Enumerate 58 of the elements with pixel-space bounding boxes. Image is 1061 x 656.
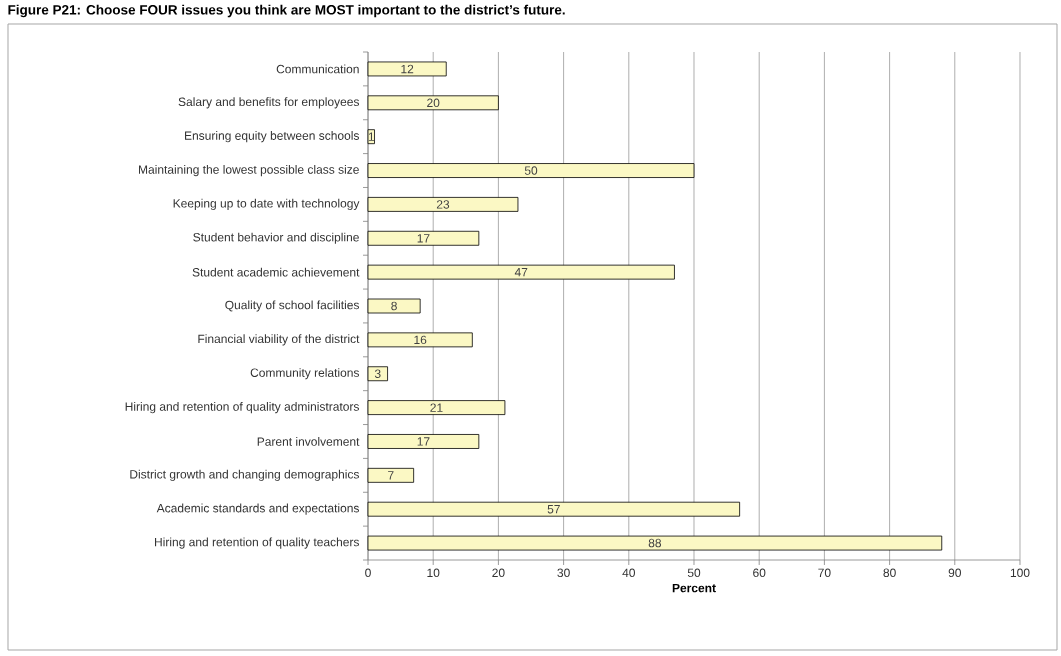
data-label: 7 (388, 471, 394, 480)
y-tick-label: Maintaining the lowest possible class size (139, 164, 359, 177)
data-label: 88 (648, 538, 662, 548)
bar (367, 163, 695, 178)
bar (367, 501, 741, 517)
x-tick-label: 50 (687, 568, 701, 578)
bar (367, 434, 480, 449)
data-label: 23 (436, 200, 450, 209)
y-tick-label: Hiring and retention of quality teachers (155, 537, 359, 549)
data-label: 21 (430, 403, 443, 412)
x-tick-label: 40 (622, 568, 636, 578)
y-tick-label: Ensuring equity between schools (185, 131, 359, 143)
y-tick-label: Communication (276, 64, 359, 74)
data-label: 16 (414, 335, 427, 345)
y-tick-label: Parent involvement (257, 437, 360, 446)
y-tick-label: Quality of school facilities (225, 300, 360, 312)
data-label: 12 (401, 64, 414, 74)
bar (367, 129, 375, 145)
x-axis-title: Percent (672, 583, 716, 593)
data-label: 8 (391, 301, 397, 311)
y-tick-label: District growth and changing demographics (130, 469, 359, 481)
data-label: 17 (417, 234, 430, 243)
data-label: 17 (417, 437, 430, 446)
x-tick-label: 80 (883, 568, 896, 578)
x-tick-label: 90 (948, 568, 961, 578)
x-tick-label: 30 (557, 568, 570, 578)
data-label: 57 (547, 505, 560, 514)
chart-title: Figure P21: Choose FOUR issues you think are MOST important to the district’s future. (8, 4, 565, 18)
bar (367, 332, 473, 348)
y-tick-label: Hiring and retention of quality administrators (125, 402, 359, 414)
data-label: 20 (427, 98, 440, 108)
y-tick-label: Student academic achievement (192, 267, 360, 277)
bar (367, 197, 519, 212)
data-label: 3 (374, 369, 381, 378)
data-label: 1 (368, 132, 375, 141)
x-tick-label: 0 (365, 568, 371, 578)
y-tick-label: Financial viability of the district (198, 334, 360, 346)
bar (367, 298, 421, 314)
y-tick-label: Student behavior and discipline (193, 232, 359, 244)
bar (367, 61, 447, 77)
bar (367, 400, 506, 415)
bar (367, 366, 388, 382)
bar (367, 535, 943, 551)
bar (367, 467, 415, 483)
y-tick-label: Community relations (250, 368, 360, 380)
bar (367, 230, 480, 246)
data-label: 50 (524, 166, 538, 175)
y-tick-label: Salary and benefits for employees (178, 97, 360, 109)
x-tick-label: 100 (1010, 568, 1030, 578)
x-tick-label: 10 (427, 568, 440, 578)
y-tick-label: Keeping up to date with technology (173, 198, 360, 210)
data-label: 47 (514, 268, 528, 277)
x-tick-label: 20 (492, 568, 505, 578)
bar (367, 95, 499, 111)
bar (367, 264, 675, 280)
y-tick-label: Academic standards and expectations (156, 503, 359, 515)
x-tick-label: 60 (753, 568, 766, 578)
x-tick-label: 70 (818, 568, 831, 578)
